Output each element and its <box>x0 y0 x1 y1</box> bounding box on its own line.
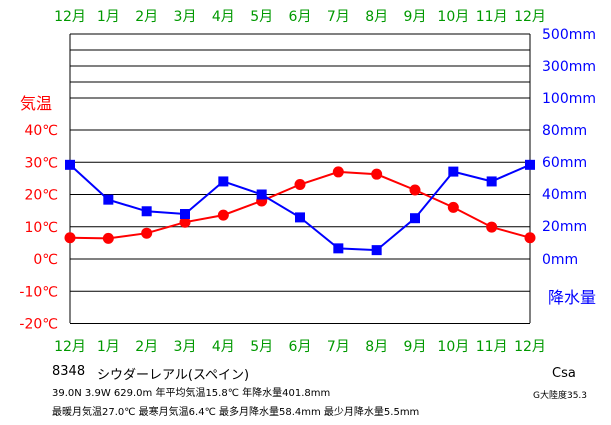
top-month-label: 12月 <box>54 9 86 25</box>
bottom-month-label: 8月 <box>365 339 388 355</box>
series <box>64 159 536 256</box>
temperature-point <box>64 232 76 244</box>
precipitation-tick-label: 500mm <box>542 27 596 43</box>
grid-lines <box>70 33 530 324</box>
top-month-label: 2月 <box>135 9 158 25</box>
temperature-tick-labels: 40℃ 30℃ 20℃ 10℃ 0℃ -10℃ -20℃ <box>19 123 58 333</box>
bottom-month-label: 9月 <box>404 339 427 355</box>
precipitation-tick-label: 300mm <box>542 59 596 75</box>
temperature-tick-label: 30℃ <box>24 155 58 171</box>
precipitation-tick-label: 40mm <box>542 187 587 203</box>
climate-classification: Csa <box>552 366 576 381</box>
precipitation-tick-label: 20mm <box>542 219 587 235</box>
top-month-label: 8月 <box>365 9 388 25</box>
station-name: シウダーレアル(スペイン) <box>97 368 250 383</box>
bottom-month-label: 1月 <box>97 339 120 355</box>
temperature-axis-label: 気温 <box>20 94 52 113</box>
temperature-point <box>486 221 498 233</box>
top-month-label: 5月 <box>250 9 273 25</box>
temperature-point <box>179 216 191 228</box>
precipitation-tick-label: 80mm <box>542 123 587 139</box>
bottom-month-labels: 12月 1月 2月 3月 4月 5月 6月 7月 8月 9月 10月 11月 12月 <box>54 339 546 355</box>
bottom-month-label: 11月 <box>476 339 508 355</box>
temperature-point <box>371 168 383 180</box>
temperature-point <box>102 232 114 244</box>
top-month-label: 6月 <box>289 9 312 25</box>
continentality-index: G大陸度35.3 <box>533 391 588 401</box>
temperature-point <box>409 184 421 196</box>
bottom-month-label: 3月 <box>174 339 197 355</box>
axes <box>69 34 531 323</box>
bottom-month-label: 12月 <box>514 339 546 355</box>
precipitation-line <box>69 163 531 252</box>
top-month-label: 3月 <box>174 9 197 25</box>
top-month-label: 11月 <box>476 9 508 25</box>
precipitation-tick-labels: 500mm 300mm 100mm 80mm 60mm 40mm 20mm 0mm <box>542 27 596 268</box>
temperature-point <box>294 179 306 191</box>
temperature-tick-label: 10℃ <box>24 220 58 236</box>
precipitation-point <box>180 209 190 220</box>
temperature-tick-label: 0℃ <box>33 252 58 268</box>
top-month-label: 4月 <box>212 9 235 25</box>
precipitation-point <box>371 245 382 256</box>
top-month-label: 12月 <box>514 9 546 25</box>
precipitation-tick-label: 0mm <box>542 252 578 268</box>
bottom-month-label: 5月 <box>250 339 273 355</box>
temperature-tick-label: -10℃ <box>19 284 58 300</box>
bottom-month-label: 2月 <box>135 339 158 355</box>
precipitation-tick-label: 60mm <box>542 155 587 171</box>
temperature-point <box>141 227 153 239</box>
precipitation-point <box>295 212 305 223</box>
bottom-month-label: 4月 <box>212 339 235 355</box>
temperature-tick-label: 20℃ <box>24 188 58 204</box>
top-month-label: 9月 <box>404 9 427 25</box>
temperature-point <box>217 209 229 221</box>
top-month-labels: 12月 1月 2月 3月 4月 5月 6月 7月 8月 9月 10月 11月 12月 <box>54 9 546 25</box>
precipitation-tick-label: 100mm <box>542 91 596 107</box>
station-summary: 39.0N 3.9W 629.0m 年平均気温15.8℃ 年降水量401.8mm <box>52 388 331 399</box>
top-month-label: 7月 <box>327 9 350 25</box>
temperature-tick-label: -20℃ <box>19 317 58 333</box>
precipitation-point <box>486 176 497 187</box>
station-extremes: 最暖月気温27.0℃ 最寒月気温6.4℃ 最多月降水量58.4mm 最少月降水量… <box>52 407 420 418</box>
temperature-point <box>332 166 344 178</box>
temperature-point <box>447 201 459 213</box>
bottom-month-label: 7月 <box>327 339 350 355</box>
precipitation-point <box>448 166 459 177</box>
precipitation-axis-label: 降水量 <box>548 288 596 307</box>
precipitation-point <box>218 176 229 187</box>
precipitation-point <box>65 159 75 170</box>
precipitation-point <box>256 189 267 200</box>
precipitation-point <box>103 194 114 205</box>
bottom-month-label: 10月 <box>437 339 469 355</box>
station-id: 8348 <box>52 364 86 379</box>
temperature-tick-label: 40℃ <box>24 123 58 139</box>
top-month-label: 10月 <box>437 9 469 25</box>
precipitation-point <box>141 206 152 217</box>
top-month-label: 1月 <box>97 9 120 25</box>
precipitation-point <box>333 243 344 254</box>
bottom-month-label: 6月 <box>289 339 312 355</box>
bottom-month-label: 12月 <box>54 339 86 355</box>
precipitation-point <box>525 159 535 170</box>
precipitation-point <box>410 213 420 224</box>
temperature-point <box>524 232 536 244</box>
